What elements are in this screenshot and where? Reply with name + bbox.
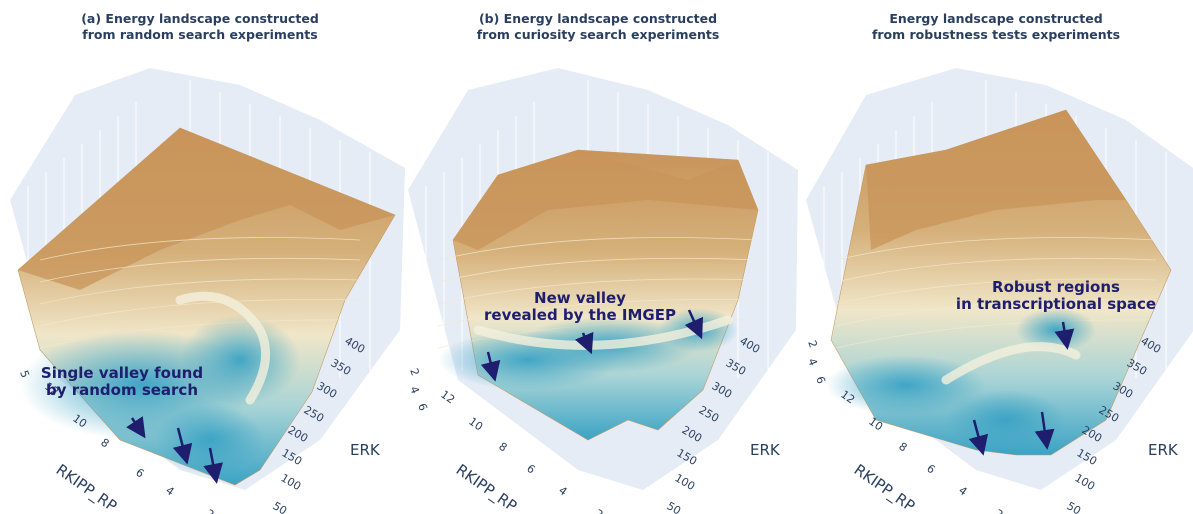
surface-ridge <box>941 342 1081 385</box>
valley-region <box>155 405 265 475</box>
x-tick-label: 2 <box>203 507 216 514</box>
annotation-arrow <box>1054 321 1075 350</box>
annotation-text: New valley <box>534 289 626 307</box>
annotation-text: in transcriptional space <box>956 295 1156 313</box>
panel-robustness-tests: 2462468101250100150200250300350400RKIPP_… <box>796 0 1193 514</box>
surface-plot-a[interactable]: 52468101250100150200250300350400RKIPP_RP… <box>0 0 405 514</box>
surface-plot-b[interactable]: 2462468101250100150200250300350400RKIPP_… <box>398 0 798 514</box>
y-axis-title: ERK <box>1148 441 1179 459</box>
x-tick-label: 2 <box>592 507 605 514</box>
panel-title: (b) Energy landscape constructed from cu… <box>476 11 720 42</box>
z-tick-label: 4 <box>805 357 820 368</box>
y-tick-label: 50 <box>665 499 684 514</box>
x-tick-label: 8 <box>896 440 909 455</box>
x-tick-label: 4 <box>956 484 969 499</box>
panel-title: Energy landscape constructed from robust… <box>871 11 1121 42</box>
x-tick-label: 6 <box>133 466 146 481</box>
annotation-arrow <box>126 416 146 439</box>
z-tick-label: 2 <box>407 367 422 378</box>
z-tick-label: 2 <box>805 339 820 350</box>
surface-ridge <box>175 291 271 405</box>
y-tick-label: 100 <box>673 471 698 493</box>
x-tick-label: 4 <box>163 484 176 499</box>
z-tick-label: 6 <box>415 402 430 413</box>
valley-region <box>826 355 986 415</box>
x-axis-title: RKIPP_RP <box>52 461 120 514</box>
contour-lines <box>835 237 1157 349</box>
y-axis-title: ERK <box>750 441 781 459</box>
x-tick-label: 8 <box>496 440 509 455</box>
annotation-arrow <box>1034 411 1055 450</box>
x-tick-label: 6 <box>924 462 937 477</box>
x-tick-label: 8 <box>98 436 111 451</box>
annotation-arrow <box>684 309 704 340</box>
surface-plateau <box>18 128 395 290</box>
y-tick-label: 50 <box>271 499 290 514</box>
y-tick-label: 100 <box>1073 471 1098 493</box>
panel-curiosity-search: 2462468101250100150200250300350400RKIPP_… <box>398 0 798 514</box>
annotation-text: by random search <box>46 381 198 399</box>
valley-region <box>946 390 1066 450</box>
valley-region <box>180 315 300 405</box>
z-tick-label: 4 <box>407 385 422 396</box>
x-tick-label: 12 <box>438 388 457 407</box>
y-axis-title: ERK <box>350 441 381 459</box>
annotation-arrow <box>968 419 989 456</box>
x-tick-label: 10 <box>466 415 485 434</box>
x-tick-label: 6 <box>524 462 537 477</box>
annotation-arrow <box>574 331 594 355</box>
surface-plot-c[interactable]: 2462468101250100150200250300350400RKIPP_… <box>796 0 1193 514</box>
x-axis-title: RKIPP_RP <box>452 461 520 514</box>
x-tick-label: 2 <box>992 507 1005 514</box>
annotation-arrow <box>203 447 223 484</box>
y-tick-label: 50 <box>1065 499 1084 514</box>
x-tick-label: 4 <box>556 484 569 499</box>
annotation-text: Single valley found <box>41 364 203 382</box>
y-tick-label: 100 <box>279 471 304 493</box>
annotation-text: Robust regions <box>992 278 1120 296</box>
surface-plateau <box>866 110 1126 250</box>
annotation-arrow <box>172 427 193 465</box>
x-axis-title: RKIPP_RP <box>850 461 918 514</box>
annotation-text: revealed by the IMGEP <box>484 306 676 324</box>
panel-title: (a) Energy landscape constructed from ra… <box>81 11 319 42</box>
z-tick-label: 5 <box>17 369 32 380</box>
z-tick-label: 6 <box>813 375 828 386</box>
panel-random-search: 52468101250100150200250300350400RKIPP_RP… <box>0 0 405 514</box>
surface-plateau <box>453 150 758 250</box>
annotation-arrow <box>480 351 501 382</box>
